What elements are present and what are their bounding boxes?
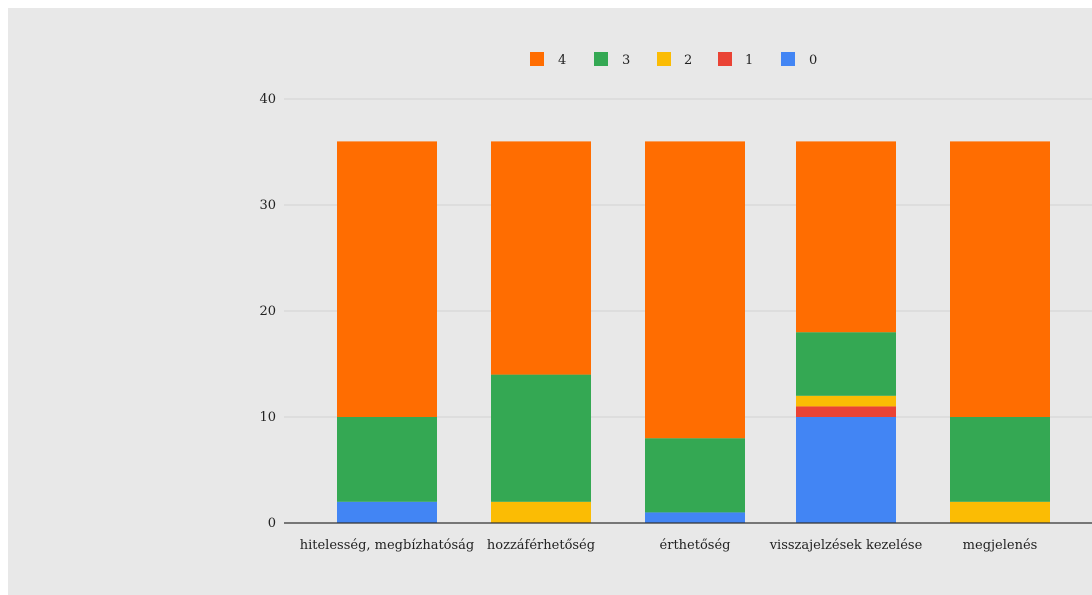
- y-tick-label-20: 20: [259, 304, 276, 319]
- bar-segment-3-series-1: [796, 406, 896, 417]
- axes: 0 10 20 30 40 hitelesség, megbízhatóság hozzáf…: [259, 92, 1092, 553]
- legend-label-2: 2: [684, 53, 692, 68]
- y-tick-label-30: 30: [259, 198, 276, 213]
- y-tick-label-0: 0: [268, 516, 276, 531]
- bars: [337, 141, 1050, 523]
- bar-segment-0-series-0: [337, 501, 437, 523]
- legend-swatch-3: [594, 52, 608, 66]
- x-category-label: hozzáférhetőség: [487, 538, 595, 553]
- legend-swatch-2: [657, 52, 671, 66]
- bar-segment-4-series-2: [950, 501, 1050, 523]
- bar-segment-0-series-3: [337, 417, 437, 502]
- bar-segment-2-series-3: [645, 438, 745, 513]
- bar-segment-4-series-3: [950, 417, 1050, 502]
- bar-segment-1-series-2: [491, 501, 591, 523]
- legend-label-1: 1: [745, 53, 753, 68]
- bar-segment-0-series-4: [337, 141, 437, 417]
- bar-segment-1-series-4: [491, 141, 591, 375]
- bar-segment-1-series-3: [491, 374, 591, 502]
- bar-segment-2-series-0: [645, 512, 745, 523]
- bar-segment-3-series-4: [796, 141, 896, 333]
- x-category-label: visszajelzések kezelése: [769, 538, 923, 553]
- y-tick-label-10: 10: [259, 410, 276, 425]
- legend-label-3: 3: [622, 53, 630, 68]
- bar-segment-3-series-2: [796, 395, 896, 407]
- bar-segment-3-series-3: [796, 332, 896, 396]
- legend: 4 3 2 1 0: [530, 52, 817, 68]
- x-category-label: megjelenés: [963, 538, 1038, 553]
- x-category-label: hitelesség, megbízhatóság: [300, 538, 475, 553]
- y-tick-label-40: 40: [259, 92, 276, 107]
- x-category-label: érthetőség: [660, 538, 731, 553]
- legend-label-0: 0: [809, 53, 817, 68]
- bar-segment-4-series-4: [950, 141, 1050, 417]
- legend-swatch-4: [530, 52, 544, 66]
- legend-label-4: 4: [558, 53, 566, 68]
- bar-segment-3-series-0: [796, 417, 896, 523]
- legend-swatch-0: [781, 52, 795, 66]
- legend-swatch-1: [718, 52, 732, 66]
- bar-segment-2-series-4: [645, 141, 745, 439]
- chart-frame: 0 10 20 30 40 hitelesség, megbízhatóság hozzáf…: [8, 8, 1092, 595]
